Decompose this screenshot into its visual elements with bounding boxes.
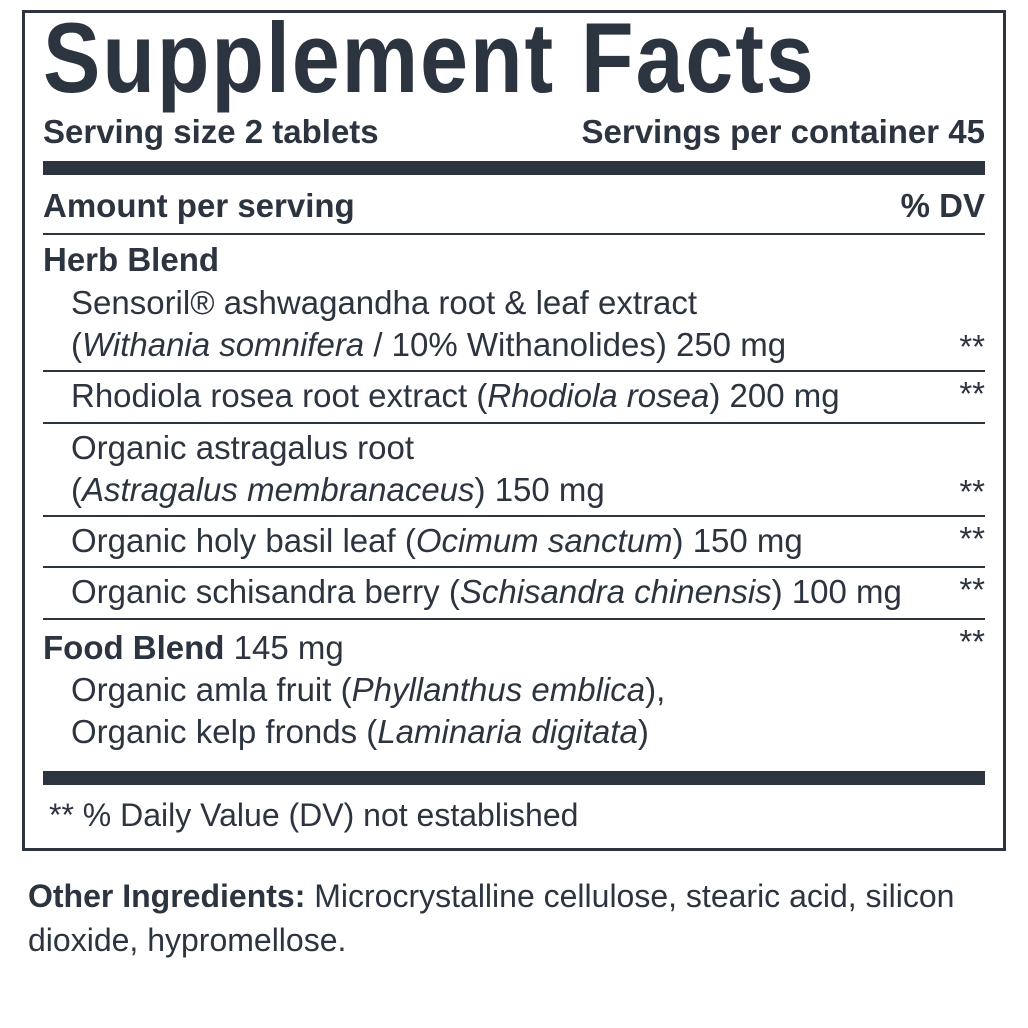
table-row: Rhodiola rosea root extract (Rhodiola ro… xyxy=(43,372,985,423)
ingredient-label: Organic astragalus root (Astragalus memb… xyxy=(43,427,605,511)
other-ingredients-label: Other Ingredients: xyxy=(28,878,305,914)
col-amount: Amount per serving xyxy=(43,187,355,225)
dv-value: ** xyxy=(953,571,985,609)
column-headers: Amount per serving % DV xyxy=(43,181,985,233)
dv-value: ** xyxy=(953,520,985,558)
col-dv: % DV xyxy=(901,187,985,225)
panel-title: Supplement Facts xyxy=(43,9,985,108)
other-ingredients: Other Ingredients: Microcrystalline cell… xyxy=(22,851,1006,961)
food-blend-row: Food Blend 145 mg Organic amla fruit (Ph… xyxy=(43,620,985,766)
ingredient-label: Organic schisandra berry (Schisandra chi… xyxy=(43,571,902,613)
rule-thick-top xyxy=(43,161,985,175)
dv-value: ** xyxy=(953,473,985,511)
ingredient-label: Organic holy basil leaf (Ocimum sanctum)… xyxy=(43,520,803,562)
supplement-facts-panel: Supplement Facts Serving size 2 tablets … xyxy=(22,10,1006,851)
serving-size: Serving size 2 tablets xyxy=(43,113,379,151)
ingredient-label: Sensoril® ashwagandha root & leaf extrac… xyxy=(43,282,786,366)
rule-thick-bottom xyxy=(43,771,985,785)
dv-value: ** xyxy=(953,328,985,366)
servings-per-container: Servings per container 45 xyxy=(582,113,986,151)
table-row: Organic schisandra berry (Schisandra chi… xyxy=(43,568,985,619)
table-row: Sensoril® ashwagandha root & leaf extrac… xyxy=(43,279,985,372)
table-row: Organic holy basil leaf (Ocimum sanctum)… xyxy=(43,517,985,568)
serving-line: Serving size 2 tablets Servings per cont… xyxy=(43,113,985,151)
herb-blend-title: Herb Blend xyxy=(43,235,985,279)
dv-value: ** xyxy=(953,375,985,413)
ingredient-label: Rhodiola rosea root extract (Rhodiola ro… xyxy=(43,375,840,417)
dv-footnote: ** % Daily Value (DV) not established xyxy=(43,791,985,838)
dv-value: ** xyxy=(953,623,985,661)
food-blend-label: Food Blend 145 mg Organic amla fruit (Ph… xyxy=(43,623,665,762)
table-row: Organic astragalus root (Astragalus memb… xyxy=(43,424,985,517)
